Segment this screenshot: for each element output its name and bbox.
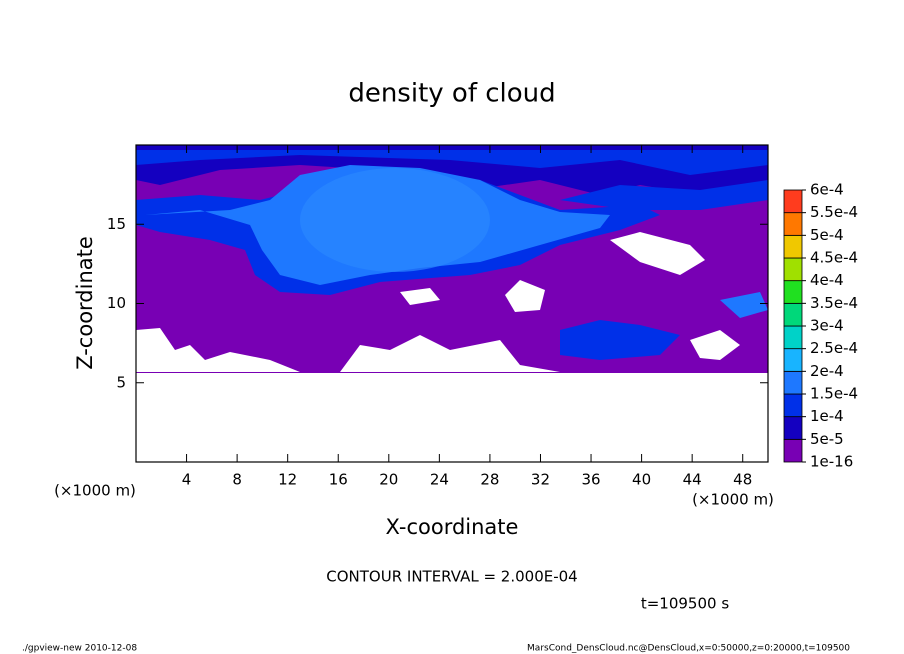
x-tick-label: 12 <box>278 471 297 489</box>
colorbar-band <box>783 416 803 440</box>
colorbar-label: 4.5e-4 <box>810 249 858 267</box>
colorbar-label: 5e-4 <box>810 226 844 244</box>
x-tick-label: 40 <box>632 471 651 489</box>
x-tick-label: 20 <box>379 471 398 489</box>
colorbar-label: 1e-16 <box>810 453 853 471</box>
colorbar-label: 5.5e-4 <box>810 203 858 221</box>
colorbar-band <box>783 257 803 282</box>
colorbar-label: 2.5e-4 <box>810 339 858 357</box>
colorbar-band <box>783 189 803 214</box>
colorbar-label: 2e-4 <box>810 362 844 380</box>
colorbar-band <box>783 393 803 418</box>
x-tick-label: 32 <box>531 471 550 489</box>
x-tick-label: 28 <box>480 471 499 489</box>
colorbar-band <box>783 302 803 327</box>
colorbar-label: 1.5e-4 <box>810 385 858 403</box>
colorbar-label: 4e-4 <box>810 271 844 289</box>
x-tick-label: 4 <box>182 471 192 489</box>
colorbar-band <box>783 212 803 236</box>
x-tick-label: 8 <box>232 471 242 489</box>
colorbar-label: 3.5e-4 <box>810 294 858 312</box>
colorbar-label: 6e-4 <box>810 181 844 199</box>
colorbar-label: 1e-4 <box>810 407 844 425</box>
y-tick-label: 10 <box>107 294 126 312</box>
x-tick-label: 44 <box>683 471 702 489</box>
colorbar-label: 5e-5 <box>810 430 844 448</box>
y-tick-label: 15 <box>107 215 126 233</box>
x-tick-label: 24 <box>430 471 449 489</box>
chart-title: density of cloud <box>348 79 555 109</box>
footer-left: ./gpview-new 2010-12-08 <box>22 644 137 654</box>
colorbar-band <box>783 280 803 304</box>
x-axis-label: X-coordinate <box>386 515 519 539</box>
x-tick-label: 16 <box>329 471 348 489</box>
y-tick-label: 5 <box>116 373 126 391</box>
x-tick-label: 48 <box>733 471 752 489</box>
colorbar-band <box>783 325 803 350</box>
footer-right: MarsCond_DensCloud.nc@DensCloud,x=0:5000… <box>527 644 850 654</box>
colorbar-band <box>783 234 803 259</box>
y-unit: (×1000 m) <box>54 482 136 500</box>
contour-interval: CONTOUR INTERVAL = 2.000E-04 <box>326 568 577 586</box>
time-label: t=109500 s <box>641 595 729 613</box>
x-unit: (×1000 m) <box>692 491 774 509</box>
colorbar-label: 3e-4 <box>810 317 844 335</box>
colorbar-band <box>783 438 803 463</box>
x-tick-label: 36 <box>581 471 600 489</box>
y-axis-label: Z-coordinate <box>73 236 97 370</box>
colorbar-band <box>783 348 803 372</box>
colorbar-band <box>783 370 803 395</box>
contour-field <box>136 145 768 373</box>
